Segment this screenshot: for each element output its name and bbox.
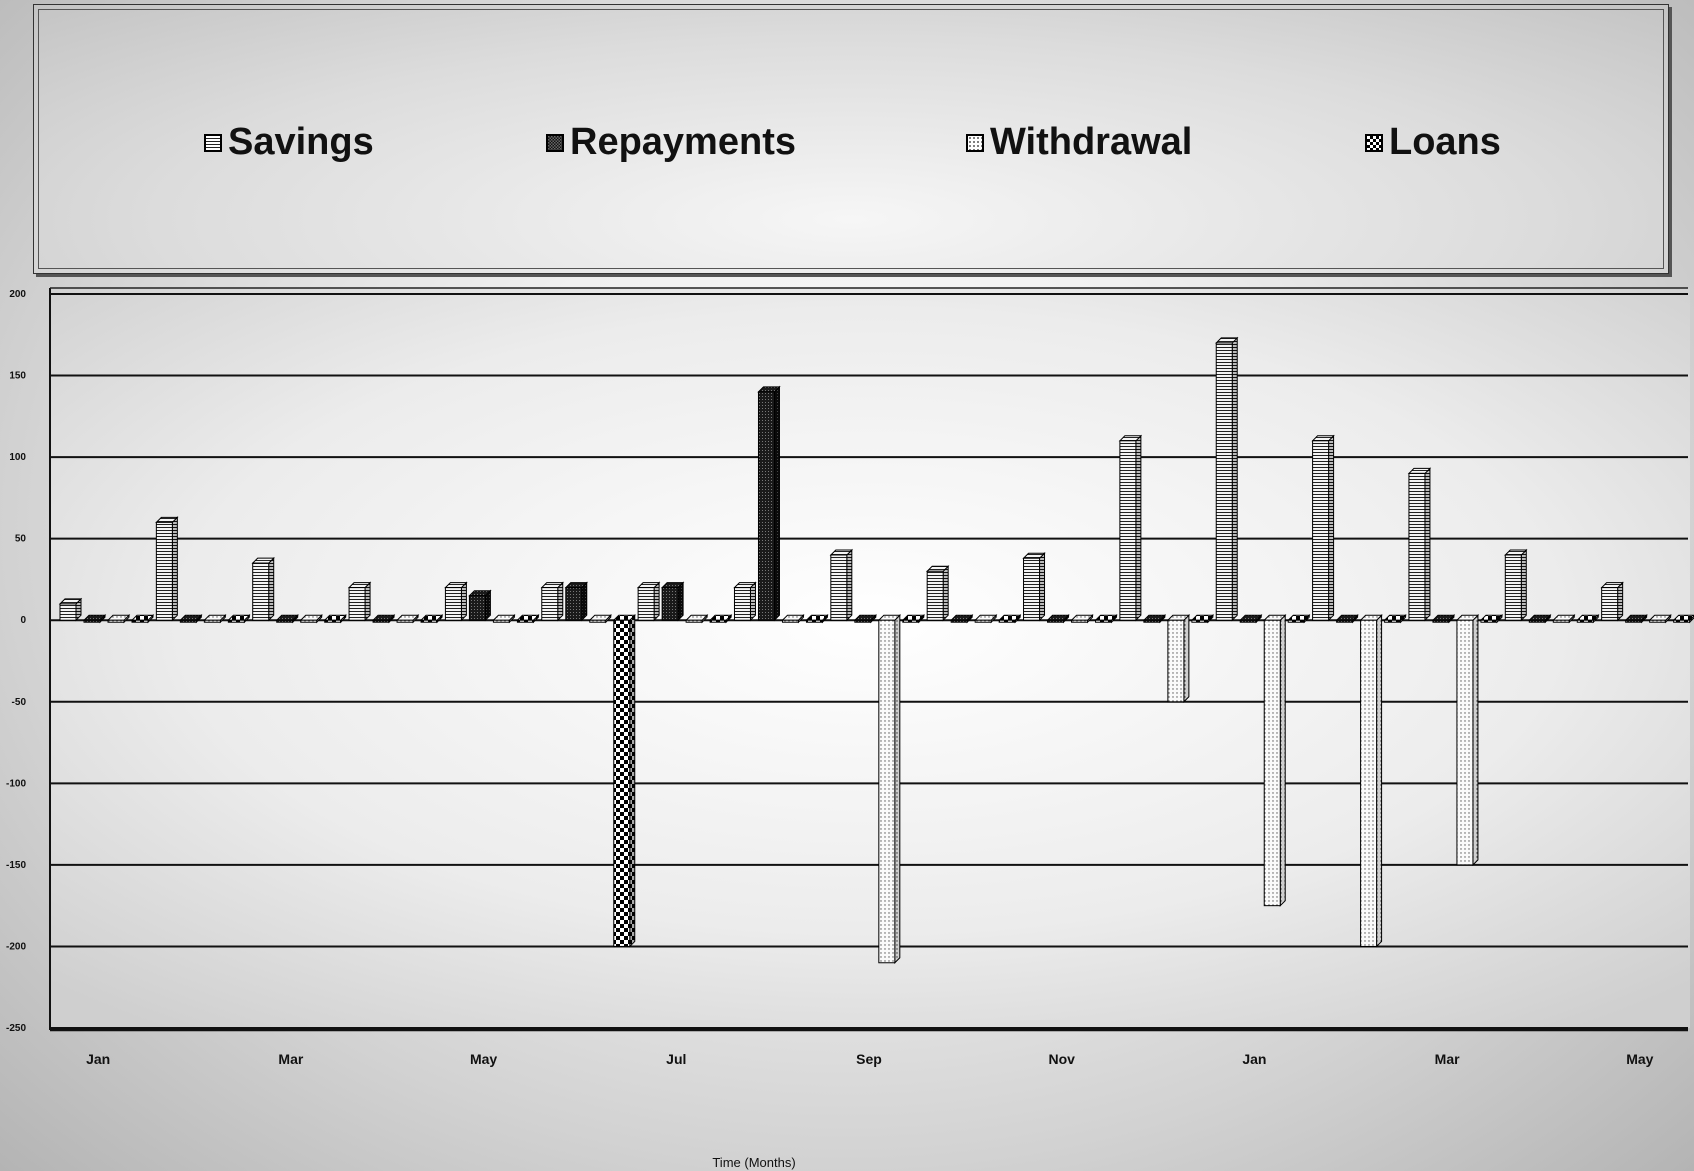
bar-repayments (82, 614, 107, 624)
bar-withdrawal (588, 614, 612, 624)
bar-repayments (853, 614, 878, 624)
x-tick-label: Jan (1242, 1051, 1266, 1067)
bar-loans (1576, 614, 1600, 624)
x-tick-label: Mar (278, 1051, 303, 1067)
y-tick-label: -200 (6, 941, 26, 952)
plot-area (50, 288, 1690, 1028)
x-tick-label: May (470, 1051, 497, 1067)
bar-savings (829, 548, 854, 622)
x-tick-label: Sep (856, 1051, 882, 1067)
bar-withdrawal (106, 614, 131, 624)
bar-loans (1190, 614, 1215, 624)
bar-savings (251, 556, 275, 622)
bar-withdrawal (1648, 614, 1672, 624)
bar-repayments (564, 581, 588, 622)
bar-withdrawal (1359, 614, 1383, 948)
bar-loans (997, 614, 1022, 624)
bar-withdrawal (1455, 614, 1480, 867)
bar-repayments (1239, 614, 1263, 624)
bar-withdrawal (395, 614, 420, 624)
x-tick-label: Mar (1435, 1051, 1460, 1067)
bar-loans (130, 614, 155, 624)
bar-savings (1407, 467, 1432, 622)
bar-withdrawal (299, 614, 323, 624)
bar-repayments (179, 614, 203, 624)
bar-savings (636, 581, 661, 622)
bar-loans (1672, 614, 1694, 624)
bar-withdrawal (492, 614, 516, 624)
bar-withdrawal (877, 614, 902, 964)
bar-repayments (757, 385, 781, 622)
bar-savings (1215, 336, 1239, 622)
x-tick-label: Jul (666, 1051, 686, 1067)
legend: Savings Repayments Withdrawal Loans (33, 4, 1669, 274)
bar-repayments (1142, 614, 1167, 624)
bar-loans (516, 614, 540, 624)
y-tick-label: 50 (15, 534, 27, 545)
y-tick-label: -250 (6, 1023, 26, 1034)
x-axis-title: Time (Months) (712, 1155, 795, 1170)
bar-withdrawal (203, 614, 227, 624)
bar-savings (540, 581, 564, 622)
y-tick-label: -150 (6, 860, 26, 871)
bar-repayments (371, 614, 396, 624)
bar-loans (1094, 614, 1118, 624)
bar-savings (1600, 581, 1624, 622)
bar-withdrawal (973, 614, 998, 624)
bar-savings (155, 516, 179, 622)
x-tick-label: May (1626, 1051, 1653, 1067)
y-tick-label: -50 (12, 697, 27, 708)
bar-loans (612, 614, 636, 948)
bar-loans (419, 614, 444, 624)
bar-loans (708, 614, 733, 624)
bar-savings (1504, 548, 1528, 622)
bar-withdrawal (781, 614, 805, 624)
bar-loans (1383, 614, 1407, 624)
y-tick-label: 200 (9, 289, 26, 300)
bar-savings (1118, 434, 1143, 622)
x-tick-label: Jan (86, 1051, 110, 1067)
bar-repayments (468, 589, 492, 622)
bar-withdrawal (1166, 614, 1191, 703)
bar-repayments (660, 581, 685, 622)
bar-loans (1479, 614, 1504, 624)
bar-loans (805, 614, 829, 624)
bar-loans (227, 614, 251, 624)
bar-savings (925, 565, 950, 622)
x-tick-label: Nov (1048, 1051, 1075, 1067)
bar-savings (347, 581, 372, 622)
bar-repayments (949, 614, 974, 624)
bar-savings (733, 581, 757, 622)
bar-repayments (1431, 614, 1456, 624)
bar-withdrawal (684, 614, 709, 624)
bar-savings (444, 581, 468, 622)
bar-repayments (1624, 614, 1648, 624)
bar-repayments (275, 614, 299, 624)
y-tick-label: -100 (6, 778, 26, 789)
y-tick-label: 0 (20, 615, 26, 626)
bar-withdrawal (1070, 614, 1094, 624)
bar-savings (1311, 434, 1335, 622)
bar-loans (1287, 614, 1311, 624)
bar-withdrawal (1552, 614, 1576, 624)
bar-savings (1022, 552, 1046, 622)
bar-repayments (1046, 614, 1070, 624)
bar-loans (901, 614, 926, 624)
y-tick-label: 100 (9, 452, 26, 463)
bar-savings (58, 597, 83, 622)
bar-repayments (1335, 614, 1359, 624)
bar-loans (323, 614, 347, 624)
bar-repayments (1528, 614, 1552, 624)
bar-withdrawal (1263, 614, 1287, 907)
y-tick-label: 150 (9, 371, 26, 382)
